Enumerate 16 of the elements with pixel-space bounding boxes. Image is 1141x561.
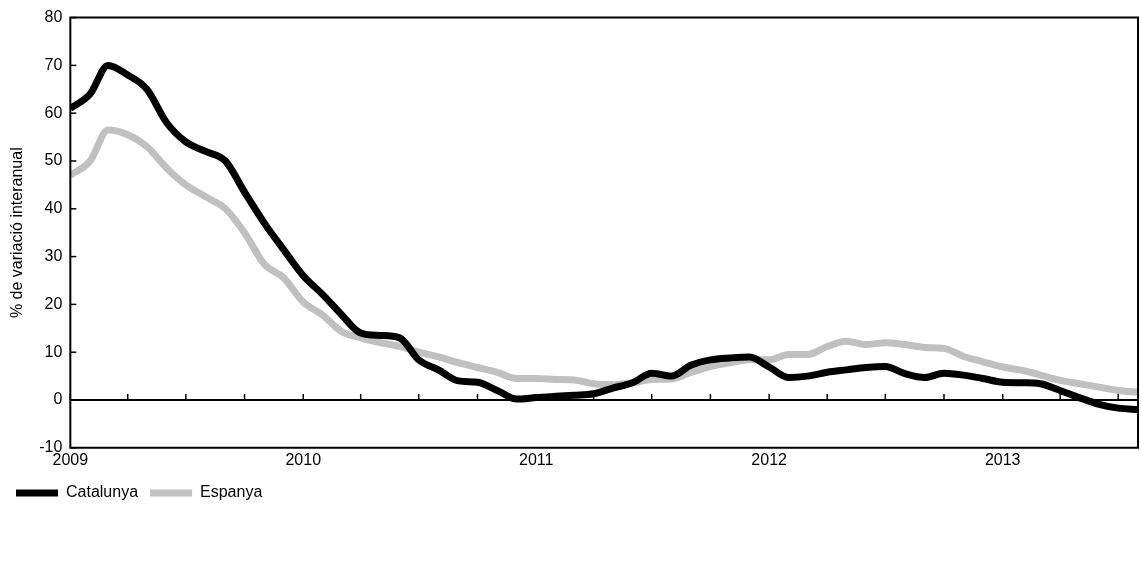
x-tick-label: 2012 <box>751 450 788 468</box>
y-tick-label: 60 <box>44 103 63 121</box>
y-tick-label: 20 <box>44 294 63 312</box>
legend-label: Espanya <box>200 483 263 501</box>
y-tick-label: 80 <box>44 8 63 26</box>
y-tick-label: 50 <box>44 151 63 169</box>
x-tick-label: 2010 <box>285 450 322 468</box>
y-axis-title: % de variació interanual <box>8 147 26 319</box>
y-tick-label: 40 <box>44 199 63 217</box>
y-tick-label: 10 <box>44 342 63 360</box>
x-tick-label: 2011 <box>518 450 554 468</box>
x-tick-label: 2013 <box>984 450 1021 468</box>
y-tick-label: 30 <box>44 247 63 265</box>
legend-label: Catalunya <box>66 483 139 501</box>
y-tick-label: 0 <box>53 390 63 408</box>
y-tick-label: 70 <box>44 55 63 73</box>
